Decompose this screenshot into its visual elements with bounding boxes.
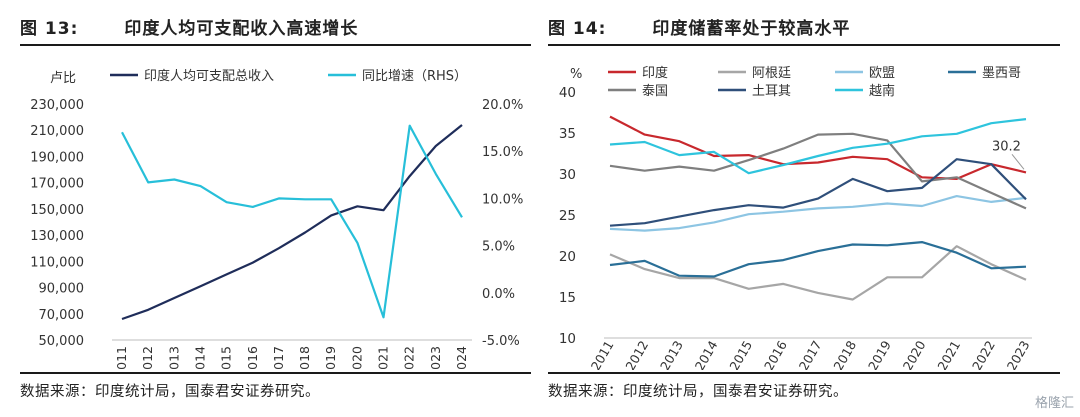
line-series-3	[609, 241, 1027, 278]
left-y-tick-label: 110,000	[30, 255, 84, 270]
x-tick-label: 2011	[588, 338, 617, 370]
line-series-1	[609, 245, 1027, 301]
x-tick-label: 2012	[140, 346, 155, 370]
x-tick-label: 2015	[219, 346, 234, 370]
x-tick-label: 2014	[692, 338, 721, 370]
legend-label: 墨西哥	[982, 66, 1021, 81]
legend-label: 同比增速（RHS）	[362, 69, 467, 84]
left-y-tick-label: 190,000	[30, 150, 84, 165]
annotation-label: 30.2	[992, 139, 1021, 154]
legend-label: 阿根廷	[752, 66, 791, 81]
x-tick-label: 2021	[376, 346, 391, 370]
x-tick-label: 2023	[1004, 338, 1033, 370]
y-tick-label: 15	[559, 290, 576, 306]
x-tick-label: 2023	[428, 346, 443, 370]
x-tick-label: 2024	[454, 346, 469, 370]
y-tick-label: 35	[559, 126, 576, 142]
legend-label: 欧盟	[869, 66, 895, 81]
right-y-tick-label: -5.0%	[482, 334, 520, 349]
x-tick-label: 2021	[934, 338, 963, 370]
x-tick-label: 2016	[245, 346, 260, 370]
x-tick-label: 2012	[622, 338, 651, 370]
legend-label: 泰国	[642, 84, 668, 99]
figure-14-caption: 印度储蓄率处于较高水平	[652, 19, 851, 39]
line-series-0	[121, 124, 463, 321]
x-tick-label: 2016	[761, 338, 790, 370]
income-line-chart: 卢比 50,000 70,000 90,000 110,000 130,000 150,00…	[30, 68, 523, 370]
legend-label: 印度人均可支配总收入	[144, 68, 274, 84]
left-y-tick-label: 90,000	[39, 282, 85, 297]
x-tick-label: 2017	[796, 338, 825, 370]
right-y-tick-label: 5.0%	[482, 240, 515, 255]
line-series-5	[609, 158, 1027, 227]
figure-13-caption: 印度人均可支配收入高速增长	[124, 19, 359, 39]
right-y-tick-label: 20.0%	[482, 98, 523, 113]
figure-13-top-rule	[20, 44, 531, 46]
figure-13-title: 图 13: 印度人均可支配收入高速增长	[20, 14, 358, 39]
y-tick-label: 30	[559, 167, 576, 183]
figure-14-top-rule	[548, 44, 1060, 46]
legend-label: 印度	[642, 65, 668, 81]
x-tick-label: 2013	[657, 338, 686, 370]
figure-14-title: 图 14: 印度储蓄率处于较高水平	[548, 14, 850, 39]
left-y-tick-label: 150,000	[30, 203, 84, 218]
line-series-4	[609, 132, 1027, 210]
x-tick-label: 2019	[323, 346, 338, 370]
x-tick-label: 2019	[865, 338, 894, 370]
left-y-tick-label: 50,000	[39, 334, 85, 349]
legend-label: 越南	[869, 83, 895, 99]
right-y-tick-label: 10.0%	[482, 192, 523, 207]
line-series-0	[609, 115, 1027, 180]
right-y-tick-label: 15.0%	[482, 145, 523, 160]
figure-13-source: 数据来源：印度统计局，国泰君安证券研究。	[20, 384, 320, 400]
x-tick-label: 2011	[114, 346, 129, 370]
x-tick-label: 2022	[402, 346, 417, 370]
y-tick-label: 10	[559, 331, 576, 347]
left-y-tick-label: 170,000	[30, 177, 84, 192]
left-y-tick-label: 130,000	[30, 229, 84, 244]
figure-14-source: 数据来源：印度统计局，国泰君安证券研究。	[548, 384, 848, 400]
x-tick-label: 2022	[969, 338, 998, 370]
left-y-tick-label: 70,000	[39, 308, 85, 323]
annotation-leader	[1011, 154, 1025, 170]
line-series-2	[609, 195, 1027, 232]
y-tick-label: 20	[559, 249, 576, 265]
x-tick-label: 2014	[192, 346, 207, 370]
line-series-6	[609, 118, 1027, 175]
x-tick-label: 2015	[726, 338, 755, 370]
figure-13-bottom-rule	[20, 372, 531, 374]
x-tick-label: 2017	[271, 346, 286, 370]
x-tick-label: 2013	[166, 346, 181, 370]
x-tick-label: 2018	[830, 338, 859, 370]
y-tick-label: 25	[559, 208, 576, 224]
left-y-tick-label: 210,000	[30, 124, 84, 139]
line-series-1	[121, 124, 463, 319]
figure-14-number: 图 14:	[548, 19, 607, 39]
right-chart-y-unit: %	[570, 67, 582, 82]
left-y-tick-label: 230,000	[30, 98, 84, 113]
watermark-logo: 格隆汇	[1034, 396, 1074, 411]
figure-13-number: 图 13:	[20, 19, 79, 39]
y-tick-label: 40	[559, 85, 576, 101]
left-y-axis-unit: 卢比	[50, 70, 76, 86]
legend-label: 土耳其	[752, 84, 791, 99]
x-tick-label: 2020	[900, 338, 929, 370]
right-y-tick-label: 0.0%	[482, 287, 515, 302]
x-tick-label: 2018	[297, 346, 312, 370]
figure-14-bottom-rule	[548, 372, 1060, 374]
x-tick-label: 2020	[349, 346, 364, 370]
